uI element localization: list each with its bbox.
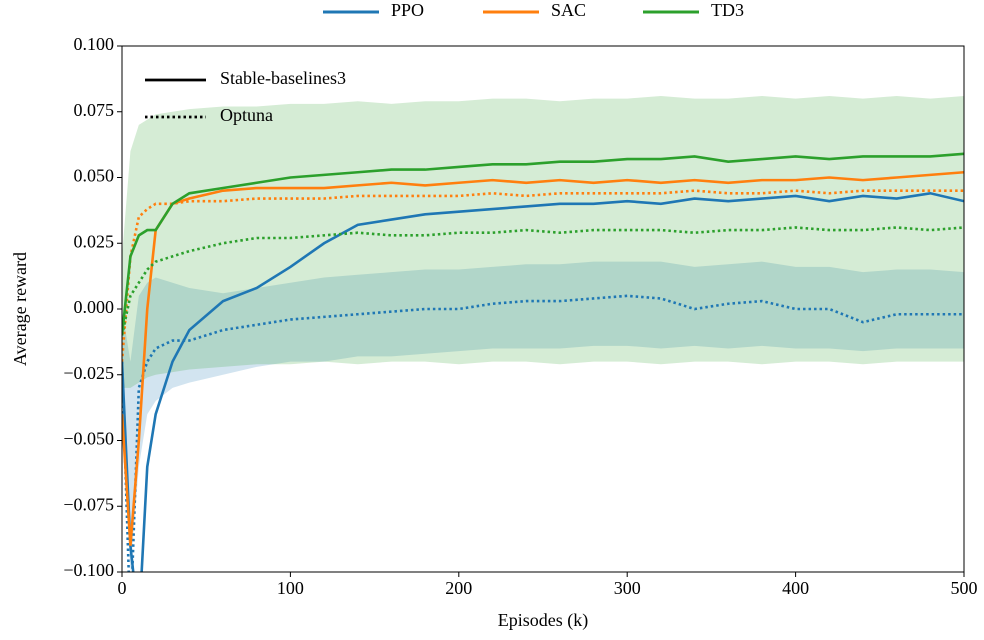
x-tick-label: 100 bbox=[277, 578, 304, 598]
line bbox=[122, 226, 964, 336]
y-tick-label: 0.050 bbox=[74, 166, 115, 186]
band bbox=[122, 95, 964, 388]
lines bbox=[122, 152, 964, 572]
legend-label: TD3 bbox=[711, 0, 744, 20]
legend-label: PPO bbox=[391, 0, 424, 20]
y-tick-label: 0.000 bbox=[74, 297, 115, 317]
x-tick-label: 0 bbox=[118, 578, 127, 598]
band bbox=[122, 261, 964, 572]
y-tick-label: −0.100 bbox=[63, 560, 114, 580]
bands bbox=[122, 95, 964, 572]
y-tick-label: −0.075 bbox=[63, 494, 114, 514]
y-tick-label: 0.025 bbox=[74, 231, 115, 251]
y-tick-label: 0.100 bbox=[74, 34, 115, 54]
line bbox=[122, 191, 964, 572]
y-tick-label: 0.075 bbox=[74, 100, 115, 120]
line bbox=[122, 152, 964, 336]
legend-label: Stable-baselines3 bbox=[220, 68, 346, 88]
x-tick-label: 400 bbox=[782, 578, 809, 598]
x-tick-label: 200 bbox=[445, 578, 472, 598]
y-axis-label: Average reward bbox=[10, 252, 30, 366]
legend-label: SAC bbox=[551, 0, 586, 20]
y-tick-label: −0.050 bbox=[63, 429, 114, 449]
y-tick-label: −0.025 bbox=[63, 363, 114, 383]
x-axis-label: Episodes (k) bbox=[498, 610, 588, 631]
x-tick-label: 500 bbox=[951, 578, 978, 598]
legend-label: Optuna bbox=[220, 105, 273, 125]
x-tick-label: 300 bbox=[614, 578, 641, 598]
